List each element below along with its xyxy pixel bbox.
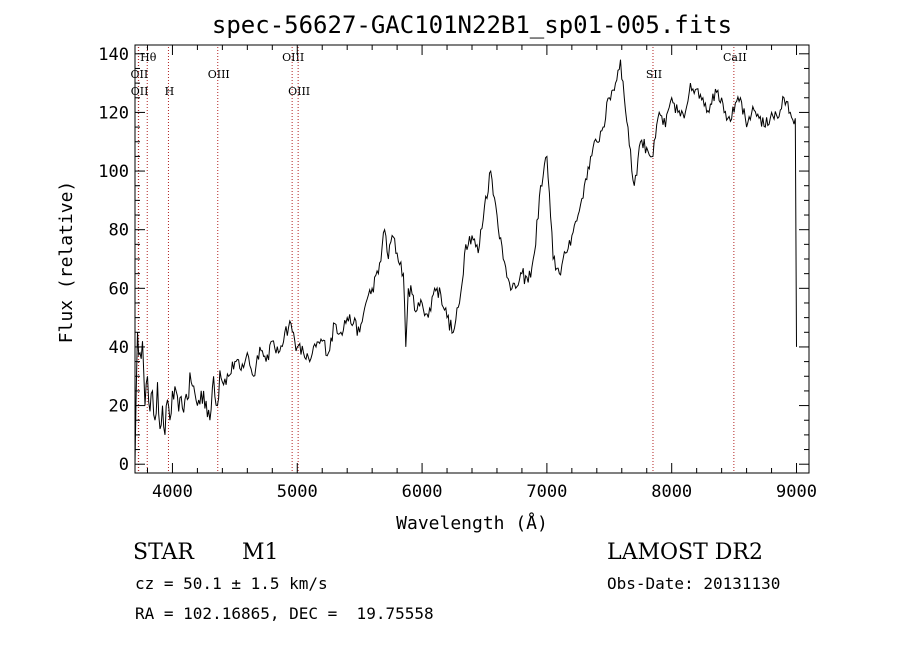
- chart-title: spec-56627-GAC101N22B1_sp01-005.fits: [212, 11, 732, 39]
- spectral-line-label: Hθ: [140, 51, 157, 64]
- spectral-line-label: OIII: [208, 68, 230, 81]
- spectral-lines-group: Hθ OII OII H OIII OIII OIII SII CaII: [131, 47, 747, 473]
- redshift-info: cz = 50.1 ± 1.5 km/s: [135, 574, 328, 593]
- spectral-line-label: H: [165, 85, 175, 98]
- y-tick-label: 100: [98, 162, 129, 182]
- y-tick-label: 140: [98, 45, 129, 65]
- survey-name: LAMOST DR2: [607, 540, 763, 565]
- spectral-line-label: CaII: [723, 51, 747, 64]
- spectrum-line: [134, 59, 797, 465]
- y-tick-label: 20: [109, 397, 129, 417]
- y-tick-label: 80: [109, 221, 129, 241]
- object-class: STAR: [133, 540, 194, 565]
- y-tick-label: 60: [109, 279, 129, 299]
- x-tick-label: 5000: [277, 482, 318, 502]
- coordinates-info: RA = 102.16865, DEC = 19.75558: [135, 604, 434, 623]
- y-tick-label: 0: [119, 455, 129, 475]
- object-subclass: M1: [242, 540, 279, 565]
- spectral-line-label: OII: [131, 68, 149, 81]
- observation-date: Obs-Date: 20131130: [607, 574, 781, 593]
- spectral-line-label: OII: [131, 85, 149, 98]
- x-axis-label: Wavelength (Å): [396, 512, 548, 534]
- spectral-line-label: SII: [646, 68, 662, 81]
- x-tick-label: 4000: [152, 482, 193, 502]
- y-axis: 0 20 40 60 80 100 120 140: [98, 45, 809, 475]
- y-axis-label: Flux (relative): [56, 181, 77, 344]
- spectral-line-label: OIII: [288, 85, 310, 98]
- x-tick-label: 9000: [776, 482, 817, 502]
- spectral-line-label: OIII: [282, 51, 304, 64]
- y-tick-label: 40: [109, 338, 129, 358]
- plot-frame: [134, 44, 810, 474]
- y-tick-label: 120: [98, 103, 129, 123]
- x-tick-label: 7000: [526, 482, 567, 502]
- x-tick-label: 6000: [402, 482, 443, 502]
- x-tick-label: 8000: [651, 482, 692, 502]
- x-axis: 4000 5000 6000 7000 8000 9000: [146, 45, 817, 502]
